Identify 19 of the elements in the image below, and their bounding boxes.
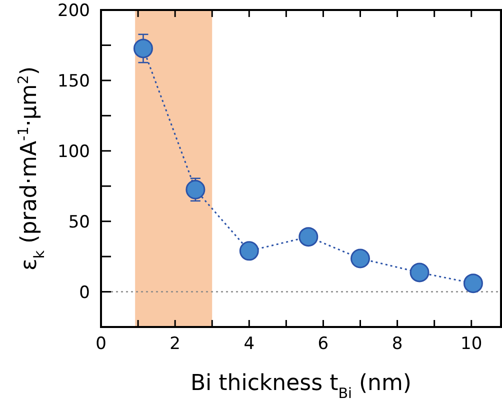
point [239, 241, 259, 261]
point [410, 262, 430, 282]
y-tick-label: 50 [68, 212, 90, 232]
point [350, 248, 370, 268]
y-tick-label: 0 [79, 282, 90, 303]
point [133, 38, 153, 58]
point [463, 274, 483, 294]
point [186, 180, 206, 200]
x-tick-label: 4 [244, 334, 255, 354]
x-tick-label: 10 [460, 334, 482, 354]
x-tick-label: 0 [96, 334, 106, 354]
y-tick-label: 150 [58, 71, 90, 92]
x-tick-label: 2 [170, 334, 180, 354]
y-tick-label: 200 [58, 1, 90, 21]
x-axis-title: Bi thickness t$_{Bi}$ (nm) [190, 371, 412, 402]
x-tick-label: 8 [392, 334, 403, 354]
point [298, 227, 318, 247]
x-tick-label: 6 [318, 334, 329, 354]
y-tick-label: 100 [58, 142, 90, 162]
